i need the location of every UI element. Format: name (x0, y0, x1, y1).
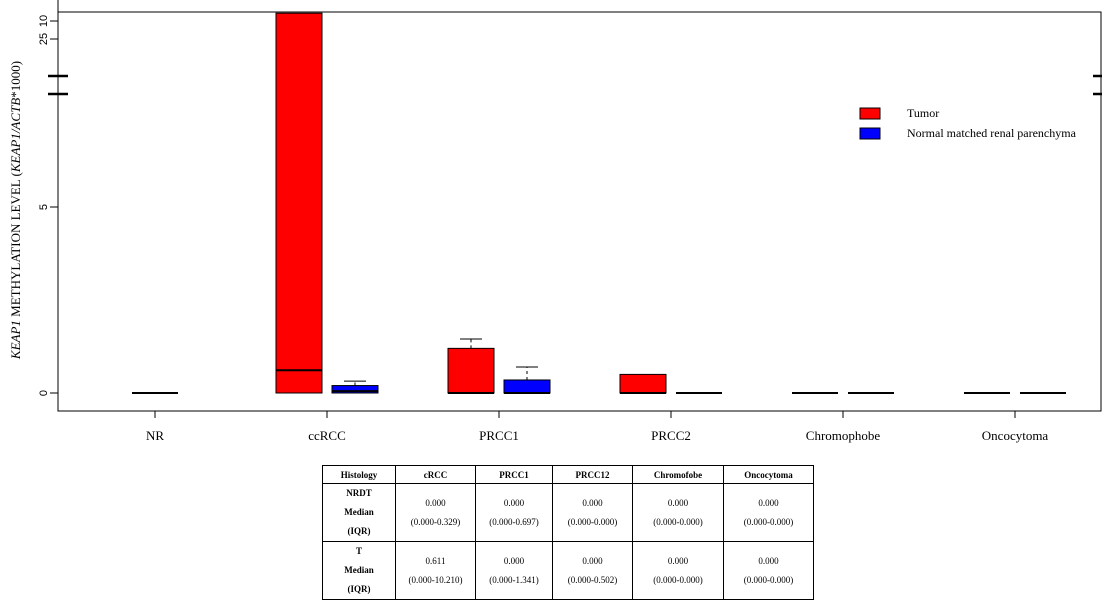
row-label-line: Median (344, 565, 374, 575)
header-prcc1: PRCC1 (475, 465, 553, 484)
summary-table: Histology cRCC PRCC1 PRCC12 Chromofobe O… (322, 465, 814, 600)
cell-median: 0.000 (425, 497, 446, 508)
boxplot-chart: KEAP1 METHYLATION LEVEL (KEAP1/ACTB*1000… (8, 0, 1102, 443)
y-axis-title-part: *1000) (8, 61, 23, 98)
row-label-line: NRDT (346, 488, 372, 498)
cell-iqr: (0.000-0.000) (567, 516, 618, 527)
boxes (132, 12, 1066, 394)
cell-iqr: (0.000-0.000) (653, 574, 703, 585)
y-tick-label: 10 (38, 15, 50, 27)
legend-label: Normal matched renal parenchyma (907, 126, 1077, 140)
y-axis-title-part: METHYLATION LEVEL ( (8, 172, 23, 320)
table-cell: 0.000 (0.000-0.502) (552, 541, 633, 600)
table-cell: 0.000 (0.000-1.341) (475, 541, 553, 600)
table-cell: 0.000 (0.000-0.697) (475, 483, 553, 542)
cell-median: 0.000 (758, 555, 779, 566)
y-axis-label: KEAP1 METHYLATION LEVEL (KEAP1/ACTB*1000… (8, 61, 23, 360)
cell-median: 0.000 (582, 555, 603, 566)
cell-median: 0.000 (503, 497, 525, 508)
legend-swatch (859, 107, 881, 120)
box-rect (331, 385, 379, 394)
legend-swatch (859, 127, 881, 140)
cell-iqr: (0.000-0.000) (653, 516, 703, 527)
cell-median: 0.611 (425, 555, 446, 566)
y-axis-title-part: KEAP1/ACTB (8, 98, 23, 173)
table-cell: 0.000 (0.000-0.000) (723, 541, 814, 600)
header-histology: Histology (322, 465, 396, 484)
cell-median: 0.000 (503, 555, 525, 566)
table-header-row: Histology cRCC PRCC1 PRCC12 Chromofobe O… (322, 465, 814, 484)
cell-iqr: (0.000-0.000) (743, 516, 794, 527)
row-label-line: (IQR) (347, 526, 371, 536)
cell-iqr: (0.000-0.697) (489, 516, 539, 527)
box-rect (447, 347, 495, 394)
table-cell: 0.000 (0.000-0.000) (632, 541, 724, 600)
header-prcc12: PRCC12 (552, 465, 633, 484)
cell-iqr: (0.000-1.341) (489, 574, 539, 585)
row-label-line: T (355, 546, 362, 556)
cell-iqr: (0.000-0.329) (410, 516, 461, 527)
table-cell: 0.000 (0.000-0.000) (723, 483, 814, 542)
row-label-line: (IQR) (347, 584, 371, 594)
box-rect (619, 373, 667, 394)
cell-median: 0.000 (667, 497, 689, 508)
table-cell: 0.611 (0.000-10.210) (395, 541, 476, 600)
table-row-t: T Median (IQR) 0.611 (0.000-10.210) 0.000… (322, 541, 814, 600)
header-oncocytoma: Oncocytoma (723, 465, 814, 484)
row-label: T Median (IQR) (322, 541, 396, 600)
cell-iqr: (0.000-0.000) (743, 574, 794, 585)
table-cell: 0.000 (0.000-0.000) (632, 483, 724, 542)
cell-median: 0.000 (582, 497, 603, 508)
x-tick-label: Oncocytoma (982, 428, 1049, 443)
row-label: NRDT Median (IQR) (322, 483, 396, 542)
box-rect (275, 12, 323, 394)
y-axis: 05101525 (38, 0, 1102, 396)
x-tick-label: ccRCC (308, 428, 346, 443)
plot-frame (57, 11, 1102, 412)
table-cell: 0.000 (0.000-0.329) (395, 483, 476, 542)
cell-iqr: (0.000-10.210) (408, 574, 463, 585)
header-chromofobe: Chromofobe (632, 465, 724, 484)
table-cell: 0.000 (0.000-0.000) (552, 483, 633, 542)
y-axis-title: KEAP1 METHYLATION LEVEL (KEAP1/ACTB*1000… (8, 61, 23, 360)
cell-iqr: (0.000-0.502) (567, 574, 618, 585)
row-label-line: Median (344, 507, 374, 517)
y-tick-label: 0 (38, 390, 50, 396)
x-tick-label: PRCC2 (651, 428, 691, 443)
cell-median: 0.000 (667, 555, 689, 566)
legend: Tumor Normal matched renal parenchyma (859, 106, 1077, 140)
table-row-nrdt: NRDT Median (IQR) 0.000 (0.000-0.329) 0.0… (322, 483, 814, 542)
x-axis: NR ccRCC PRCC1 PRCC2 Chromophobe Oncocytoma (146, 410, 1049, 443)
header-crcc: cRCC (395, 465, 476, 484)
x-tick-label: NR (146, 428, 164, 443)
x-tick-label: Chromophobe (806, 428, 881, 443)
y-tick-label: 5 (38, 204, 50, 210)
cell-median: 0.000 (758, 497, 779, 508)
legend-label: Tumor (907, 106, 939, 120)
x-tick-label: PRCC1 (479, 428, 519, 443)
box-rect (503, 379, 551, 394)
y-tick-label: 25 (38, 33, 50, 45)
y-axis-title-part: KEAP1 (8, 320, 23, 360)
